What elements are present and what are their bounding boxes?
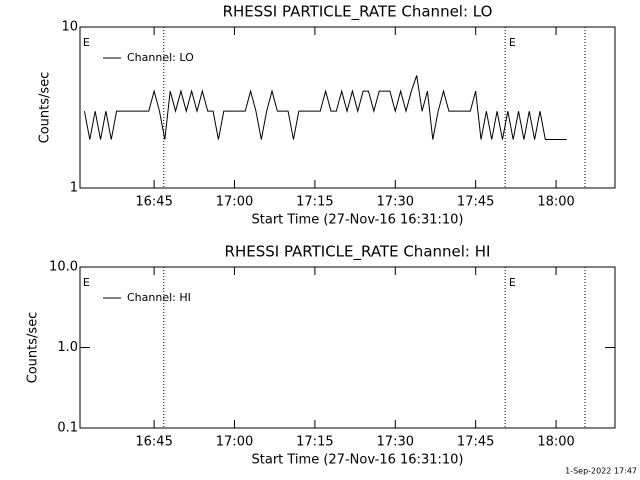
y-tick-label: 1 [70, 181, 78, 196]
y-axis-label: Counts/sec [38, 72, 53, 144]
legend-label: Channel: LO [127, 51, 194, 64]
plot-frame [79, 26, 616, 189]
y-tick-label: 0.1 [57, 421, 78, 436]
x-tick-label: 17:45 [457, 435, 494, 450]
x-tick-label: 16:45 [135, 195, 172, 210]
data-line [83, 75, 567, 141]
x-tick-label: 17:15 [296, 195, 333, 210]
x-tick-label: 16:45 [135, 435, 172, 450]
y-tick-label: 10 [61, 20, 78, 35]
x-tick-label: 17:45 [457, 195, 494, 210]
annotation: E [83, 36, 90, 49]
y-tick-label: 10.0 [49, 260, 78, 275]
legend-label: Channel: HI [127, 291, 191, 304]
x-axis-label: Start Time (27-Nov-16 16:31:10) [252, 213, 464, 228]
x-tick-label: 18:00 [537, 195, 574, 210]
footer: 1-Sep-2022 17:47 [565, 467, 637, 476]
x-tick-label: 17:00 [216, 195, 253, 210]
x-tick-label: 17:30 [377, 435, 414, 450]
x-tick-label: 17:00 [216, 435, 253, 450]
chart-title: RHESSI PARTICLE_RATE Channel: HI [225, 243, 491, 262]
chart-title: RHESSI PARTICLE_RATE Channel: LO [223, 3, 493, 22]
y-axis-label: Counts/sec [26, 312, 41, 384]
x-tick-label: 17:15 [296, 435, 333, 450]
annotation: E [83, 276, 90, 289]
x-axis-label: Start Time (27-Nov-16 16:31:10) [252, 453, 464, 468]
y-tick-label: 1.0 [57, 340, 78, 355]
annotation: E [509, 276, 516, 289]
x-tick-label: 18:00 [537, 435, 574, 450]
x-tick-label: 17:30 [377, 195, 414, 210]
annotation: E [509, 36, 516, 49]
